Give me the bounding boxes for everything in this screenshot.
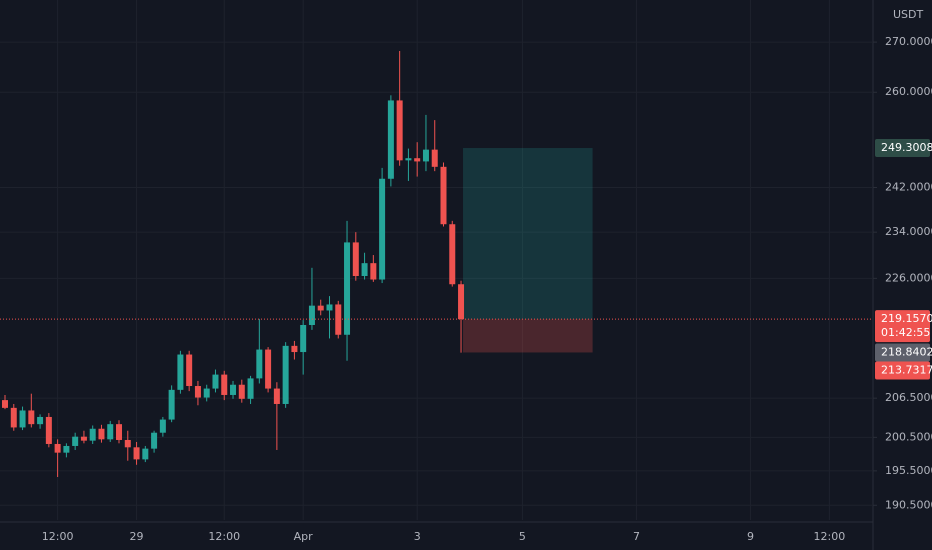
candle-body <box>458 284 465 320</box>
stop-price-box <box>875 361 930 380</box>
candle-body <box>37 416 44 425</box>
y-tick-label: 226.0000 <box>885 271 932 284</box>
candle-body <box>168 389 175 420</box>
candle-body <box>440 166 447 225</box>
candle-body <box>151 432 158 449</box>
candle-body <box>247 378 254 399</box>
current-price: 219.1570 <box>881 312 932 325</box>
candle-body <box>124 439 131 448</box>
x-tick-label: 12:00 <box>42 530 74 543</box>
candle-body <box>28 410 35 425</box>
candle-body <box>221 374 228 395</box>
candle-body <box>335 304 342 335</box>
countdown: 01:42:55 <box>881 326 930 339</box>
candle-body <box>63 445 70 453</box>
x-tick-label: Apr <box>294 530 314 543</box>
y-tick-label: 200.5000 <box>885 430 932 443</box>
candle-body <box>19 410 26 428</box>
x-tick-label: 29 <box>130 530 144 543</box>
candle-body <box>282 345 289 404</box>
candle-body <box>308 305 315 325</box>
x-tick-label: 12:00 <box>208 530 240 543</box>
candle-body <box>142 448 149 460</box>
x-tick-label: 12:00 <box>814 530 846 543</box>
candle-body <box>116 424 123 440</box>
candle-body <box>203 388 210 398</box>
candle-body <box>72 436 79 446</box>
candle-body <box>449 224 456 285</box>
other-price: 218.8402 <box>881 345 932 358</box>
candle-body <box>326 304 333 311</box>
candle-body <box>230 384 237 395</box>
candle-body <box>177 354 184 390</box>
candle-body <box>133 447 140 460</box>
candle-body <box>361 263 368 277</box>
candle-body <box>159 419 166 433</box>
candle-body <box>405 158 412 161</box>
x-tick-label: 9 <box>747 530 754 543</box>
candle-body <box>344 242 351 335</box>
candle-body <box>317 305 324 311</box>
candle-body <box>265 349 272 389</box>
stop-zone <box>463 319 593 353</box>
target-price: 249.3008 <box>881 141 932 154</box>
x-tick-label: 7 <box>633 530 640 543</box>
candle-body <box>98 428 105 440</box>
candle-body <box>273 388 280 404</box>
other-price-box <box>875 343 930 362</box>
x-tick-label: 3 <box>414 530 421 543</box>
y-tick-label: 206.5000 <box>885 391 932 404</box>
candle-body <box>212 374 219 389</box>
x-tick-label: 5 <box>519 530 526 543</box>
price-box <box>875 310 930 343</box>
candle-body <box>54 443 61 453</box>
candle-body <box>194 386 201 398</box>
candle-body <box>45 416 52 444</box>
y-tick-label: 190.5000 <box>885 498 932 511</box>
candle-body <box>80 436 87 441</box>
candle-body <box>300 324 307 353</box>
candle-body <box>379 178 386 280</box>
target-price-box <box>875 139 930 158</box>
stop-price: 213.7317 <box>881 363 932 376</box>
currency: USDT <box>893 8 924 21</box>
candle-body <box>431 149 438 167</box>
candle-body <box>422 149 429 162</box>
candle-body <box>370 263 377 280</box>
candle-body <box>256 349 263 379</box>
candle-body <box>10 407 17 428</box>
candle-body <box>2 400 8 408</box>
candle-body <box>89 428 96 441</box>
target-zone <box>463 148 593 320</box>
candle-body <box>238 384 245 399</box>
y-tick-label: 260.0000 <box>885 85 932 98</box>
candle-body <box>352 242 359 277</box>
candle-body <box>387 100 394 179</box>
candle-body <box>396 100 403 161</box>
candle-body <box>107 424 114 440</box>
y-tick-label: 242.0000 <box>885 181 932 194</box>
y-tick-label: 195.5000 <box>885 464 932 477</box>
candle-body <box>186 354 193 387</box>
y-tick-label: 270.0000 <box>885 35 932 48</box>
candle-body <box>414 158 421 162</box>
candle-body <box>291 345 298 353</box>
y-tick-label: 234.0000 <box>885 225 932 238</box>
